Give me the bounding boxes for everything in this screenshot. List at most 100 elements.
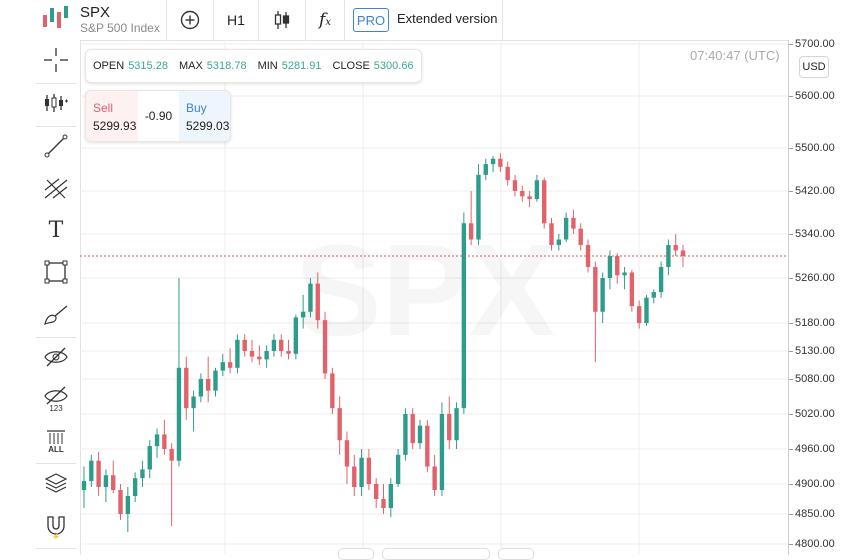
top-toolbar: SPX S&P 500 Index H1 fx PRO Extended ver… <box>0 0 855 41</box>
sidebar-divider <box>36 463 76 464</box>
buy-button[interactable]: Buy 5299.03 <box>179 91 230 141</box>
text-tool[interactable]: T <box>33 210 79 250</box>
bottom-tab[interactable] <box>382 548 490 560</box>
candle-body <box>374 484 379 499</box>
formula-button[interactable]: fx <box>306 0 344 40</box>
candle <box>322 311 328 379</box>
candle-body <box>249 351 255 357</box>
candle <box>593 261 598 363</box>
candle <box>571 209 576 234</box>
price-chart[interactable]: SPX <box>80 40 788 555</box>
rectangle-tool[interactable] <box>33 252 79 292</box>
close-value: 5300.66 <box>373 60 414 72</box>
candle <box>220 353 225 377</box>
indicators-tool[interactable] <box>33 83 79 123</box>
candle <box>96 451 101 496</box>
price-tick <box>789 96 793 97</box>
toolbar-divider <box>305 0 306 40</box>
layers-tool[interactable] <box>33 463 79 503</box>
candle <box>264 345 269 368</box>
price-tick-label: 5340.00 <box>795 228 835 240</box>
sell-label: Sell <box>93 101 114 115</box>
candle-body <box>366 457 372 484</box>
add-indicator-button[interactable] <box>167 0 213 40</box>
candle <box>439 402 445 496</box>
candle-body <box>257 356 262 360</box>
remove-all-tool[interactable]: ALL <box>33 421 79 461</box>
candle <box>527 191 532 208</box>
symbol-name[interactable]: SPX <box>80 4 111 21</box>
candle-body <box>103 475 109 487</box>
candle-body <box>410 414 415 444</box>
open-label: OPEN <box>93 60 125 72</box>
svg-text:ALL: ALL <box>48 445 64 454</box>
candle <box>352 454 357 496</box>
candle <box>636 300 642 329</box>
price-tick <box>789 323 793 324</box>
hide-drawings-tool[interactable] <box>33 337 79 377</box>
candle <box>629 269 635 312</box>
candle <box>395 449 401 487</box>
candle <box>534 174 540 202</box>
candle <box>191 390 196 432</box>
candle-body <box>125 496 131 514</box>
candle-body <box>118 490 123 514</box>
candle <box>227 348 233 374</box>
candle-body <box>680 250 686 256</box>
max-label: MAX <box>178 60 203 72</box>
candle-body <box>220 362 225 371</box>
drawing-tools-sidebar: T 123 ALL <box>0 40 81 555</box>
close-label: CLOSE <box>332 60 370 72</box>
candle <box>483 158 488 181</box>
candle-body <box>549 223 554 245</box>
candle <box>315 272 320 329</box>
candle <box>89 454 94 487</box>
candle-body <box>476 174 481 240</box>
hide-labels-icon: 123 <box>44 386 68 412</box>
pitchfork-tool[interactable] <box>33 168 79 208</box>
bottom-tab[interactable] <box>338 548 374 560</box>
hide-labels-tool[interactable]: 123 <box>33 379 79 419</box>
trend-line-tool[interactable] <box>33 126 79 166</box>
candle-body <box>615 256 620 276</box>
server-clock: 07:40:47 (UTC) <box>690 48 780 63</box>
candle <box>249 339 255 363</box>
price-tick <box>789 379 793 380</box>
bottom-tab[interactable] <box>498 548 534 560</box>
pitchfork-icon <box>44 178 68 199</box>
price-tick <box>789 544 793 545</box>
max-value: 5318.78 <box>206 60 247 72</box>
min-value: 5281.91 <box>281 60 322 72</box>
magnet-tool[interactable]: ⚡ <box>33 506 79 546</box>
price-tick <box>789 234 793 235</box>
candle <box>257 345 262 365</box>
symbol-description: S&P 500 Index <box>80 21 160 35</box>
candle-body <box>468 223 474 240</box>
price-tick-label: 5260.00 <box>795 272 835 284</box>
timeframe-button[interactable]: H1 <box>227 12 245 28</box>
candle <box>432 454 437 496</box>
candle <box>644 294 649 326</box>
chart-type-button[interactable] <box>259 0 305 40</box>
candle <box>132 472 138 502</box>
candle <box>476 164 481 245</box>
candle-body <box>213 370 218 391</box>
buy-label: Buy <box>186 101 207 115</box>
candle <box>300 294 306 329</box>
brush-tool[interactable] <box>33 294 79 334</box>
candle <box>578 223 583 251</box>
price-axis[interactable]: USD 5700.00 5600.00 5500.00 5420.00 5340.00 5… <box>788 38 855 555</box>
candle-body <box>673 245 678 251</box>
crosshair-tool[interactable] <box>33 40 79 80</box>
candle <box>563 212 569 243</box>
candle-body <box>286 351 291 354</box>
extended-version-link[interactable]: Extended version <box>397 11 498 26</box>
sell-button[interactable]: Sell 5299.93 <box>86 91 138 141</box>
price-tick <box>789 278 793 279</box>
candle <box>417 419 423 449</box>
price-tick-label: 5130.00 <box>795 345 835 357</box>
pro-badge[interactable]: PRO <box>353 8 389 32</box>
candle-body <box>658 267 664 293</box>
currency-button[interactable]: USD <box>799 56 829 78</box>
candle-body <box>447 414 452 441</box>
